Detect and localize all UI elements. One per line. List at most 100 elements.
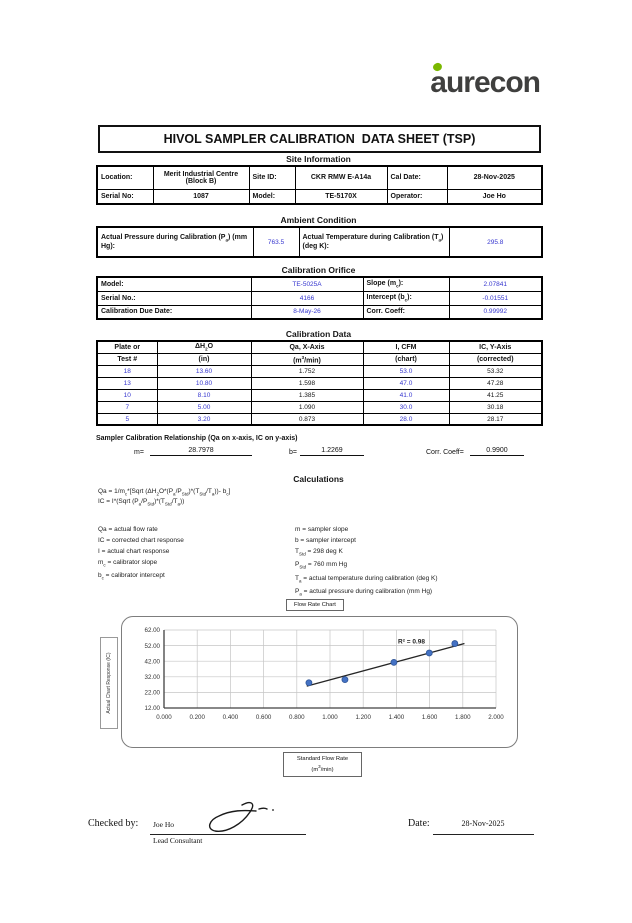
r-squared-annotation: R² = 0.98 [398,638,425,645]
orifice-label: Serial No.: [96,290,252,306]
flow-rate-chart: 0.000 0.200 0.400 0.600 0.800 1.000 1.200 1.400… [121,616,518,748]
site-value: Joe Ho [446,188,543,205]
corr-coeff-value: 0.9900 [470,447,524,456]
site-label: Serial No: [96,188,154,205]
data-point [305,679,313,687]
table-row: 7 5.00 1.090 30.0 30.18 [96,400,543,414]
checked-by-signature-line [150,834,306,835]
column-header: (m3/min) [250,352,364,366]
ambient-condition-table: Actual Pressure during Calibration (Pa) … [96,226,543,258]
dh2o-value: 5.00 [156,400,252,414]
x-tick-label: 1.400 [389,714,405,721]
site-label: Location: [96,165,154,190]
definition-item: bc = calibrator intercept [98,572,165,581]
table-row: 5 3.20 0.873 28.0 28.17 [96,412,543,426]
orifice-label: Calibration Due Date: [96,304,252,320]
table-row: Serial No: 1087 Model: TE-5170X Operator… [96,188,543,205]
y-tick-label: 12.00 [145,705,161,712]
column-header: ΔH2O [156,340,252,354]
data-point [341,676,349,684]
corr-coeff-label: Corr. Coeff= [426,449,464,456]
orifice-value: TE-5025A [250,276,364,292]
site-information-heading: Site Information [286,154,351,164]
orifice-value: 8-May-26 [250,304,364,320]
y-tick-label: 42.00 [145,658,161,665]
orifice-label: Intercept (bc): [362,290,450,306]
dh2o-value: 3.20 [156,412,252,426]
m-label: m= [134,449,144,456]
date-value: 28-Nov-2025 [461,819,505,828]
i-cfm-value: 41.0 [362,388,450,402]
site-label: Operator: [386,188,448,205]
x-tick-label: 0.400 [223,714,239,721]
checked-by-label: Checked by: [88,818,139,829]
x-tick-label: 1.000 [322,714,338,721]
i-cfm-value: 47.0 [362,376,450,390]
x-tick-label: 0.800 [289,714,305,721]
definition-item: b = sampler intercept [295,537,356,544]
site-information-table: Location: Merit Industrial Centre (Block… [96,165,543,205]
definitions-left: Qa = actual flow rate IC = corrected cha… [98,524,293,584]
page-title: HIVOL SAMPLER CALIBRATION DATA SHEET (TS… [98,125,541,153]
plate-number: 7 [96,400,158,414]
table-row: Plate or ΔH2O Qa, X-Axis I, CFM IC, Y-Ax… [96,340,543,354]
calibration-orifice-heading: Calibration Orifice [281,265,356,275]
i-cfm-value: 53.0 [362,364,450,378]
x-tick-label: 1.800 [455,714,471,721]
site-label: Model: [248,188,296,205]
column-header: (in) [156,352,252,366]
qa-value: 1.598 [250,376,364,390]
ic-value: 28.17 [448,412,543,426]
dh2o-value: 8.10 [156,388,252,402]
column-header: (chart) [362,352,450,366]
site-value: 28-Nov-2025 [446,165,543,190]
table-row: Model: TE-5025A Slope (mc): 2.07841 [96,276,543,292]
table-row: Test # (in) (m3/min) (chart) (corrected) [96,352,543,366]
ic-value: 30.18 [448,400,543,414]
dh2o-value: 10.80 [156,376,252,390]
trendline [306,642,465,687]
orifice-value: 4166 [250,290,364,306]
y-tick-label: 52.00 [145,643,161,650]
x-tick-label: 2.000 [488,714,504,721]
y-tick-label: 32.00 [145,674,161,681]
orifice-value: 2.07841 [448,276,543,292]
site-value: CKR RMW E-A14a [294,165,388,190]
b-value: 1.2269 [300,447,364,456]
m-value: 28.7978 [150,447,252,456]
ic-value: 53.32 [448,364,543,378]
ic-value: 47.28 [448,376,543,390]
table-row: Actual Pressure during Calibration (Pa) … [96,226,543,258]
site-label: Site ID: [248,165,296,190]
orifice-label: Corr. Coeff: [362,304,450,320]
x-tick-label: 1.600 [422,714,438,721]
i-cfm-value: 30.0 [362,400,450,414]
y-tick-label: 22.00 [145,690,161,697]
temperature-label: Actual Temperature during Calibration (T… [298,226,450,258]
aurecon-logo: aurecon [430,61,541,98]
orifice-label: Slope (mc): [362,276,450,292]
table-row: Calibration Due Date: 8-May-26 Corr. Coe… [96,304,543,320]
date-label: Date: [408,818,430,829]
b-label: b= [289,449,297,456]
data-point [390,658,398,666]
definitions-right: m = sampler slope b = sampler intercept … [295,524,545,599]
site-value: TE-5170X [294,188,388,205]
flow-rate-chart-label: Flow Rate Chart [286,599,344,611]
checked-by-name: Joe Ho [153,820,175,829]
definition-item: Qa = actual flow rate [98,526,158,533]
ambient-condition-heading: Ambient Condition [280,215,357,225]
date-line [433,834,534,835]
chart-y-axis-label: Actual Chart Response (IC) [100,637,118,729]
i-cfm-value: 28.0 [362,412,450,426]
qa-value: 1.385 [250,388,364,402]
table-row: Location: Merit Industrial Centre (Block… [96,165,543,190]
definition-item: I = actual chart response [98,548,170,555]
definition-item: Pa = actual pressure during calibration … [295,587,433,597]
signature [208,801,274,832]
site-label: Cal Date: [386,165,448,190]
definition-item: TStd = 298 deg K [295,548,343,557]
calculations-heading: Calculations [293,474,344,484]
plate-number: 13 [96,376,158,390]
